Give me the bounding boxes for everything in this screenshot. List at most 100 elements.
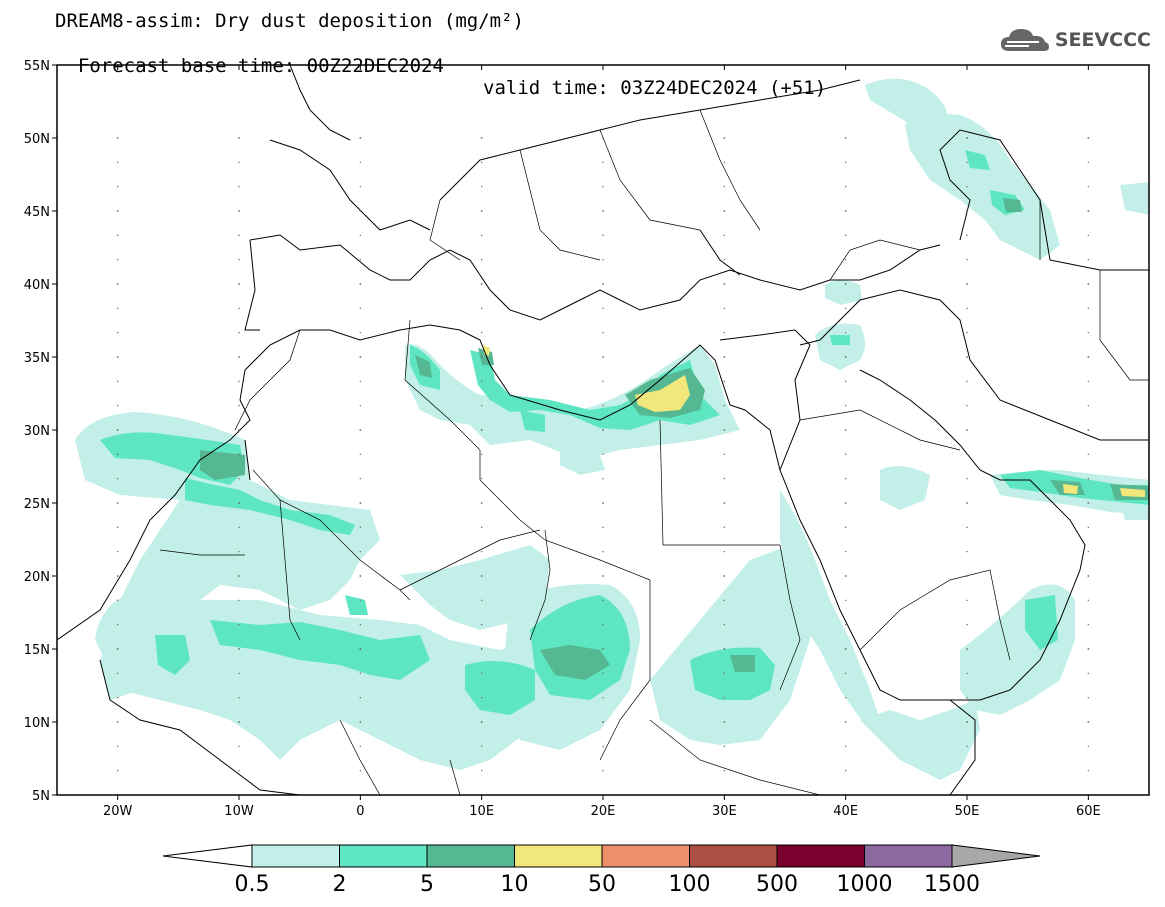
grid-dot [480,721,483,723]
grid-dot [723,404,726,407]
grid-dot [1087,429,1090,431]
grid-dot [359,575,362,577]
grid-dot [238,623,240,626]
grid-dot [1087,477,1090,480]
grid-dot [844,477,847,480]
grid-dot [359,696,362,699]
grid-dot [602,696,604,699]
grid-dot [966,137,968,139]
grid-dot [1087,672,1090,675]
grid-dot [966,185,968,188]
lon-tick-label: 30E [712,804,737,819]
grid-dot [238,696,240,699]
colorbar-segment [426,844,515,868]
grid-dot [844,307,847,310]
grid-dot [723,137,726,139]
grid-dot [602,721,604,723]
lat-tick-label: 45N [24,205,50,220]
seevccc-logo: SEEVCCC [999,26,1151,54]
grid-dot [844,380,847,383]
grid-dot [1087,696,1090,699]
grid-dot [844,502,847,504]
grid-dot [602,672,604,675]
grid-dot [480,526,483,529]
valid-time: valid time: 03Z24DEC2024 (+51) [483,77,827,99]
grid-dot [359,137,362,139]
grid-dot [480,550,483,553]
grid-dot [966,477,968,480]
grid-dot [602,234,604,237]
cloud-icon [1000,29,1049,51]
grid-dot [238,234,240,237]
grid-dot [602,599,604,602]
grid-dot [966,672,968,675]
colorbar-segment [601,844,690,868]
colorbar-max-arrow [951,844,1041,868]
grid-dot [116,672,119,675]
lon-tick-label: 40E [833,804,858,819]
contour-gulf-yellow [1063,484,1078,494]
grid-dot [844,210,847,212]
grid-dot [966,721,968,723]
grid-dot [844,672,847,675]
grid-dot [602,429,604,431]
grid-dot [723,234,726,237]
grid-dot [966,283,968,285]
grid-dot [844,283,847,285]
grid-dot [359,185,362,188]
grid-dot [116,185,119,188]
grid-dot [602,526,604,529]
grid-dot [966,380,968,383]
lon-tick-label: 10E [469,804,494,819]
dust-contours [75,78,1149,780]
grid-dot [359,599,362,602]
grid-dot [480,356,483,358]
grid-dot [1087,331,1090,334]
colorbar-min-arrow [162,844,253,868]
grid-dot [723,745,726,748]
grid-dot [1087,137,1090,139]
contour-mediterranean-coast [405,344,740,460]
grid-dot [1087,161,1090,164]
grid-dots [116,137,1090,772]
grid-dot [1087,258,1090,261]
grid-dot [116,696,119,699]
contour-egypt-yellow [635,375,690,412]
grid-dot [966,234,968,237]
grid-dot [723,550,726,553]
grid-dot [602,307,604,310]
grid-dot [359,161,362,164]
grid-dot [480,307,483,310]
grid-dot [238,477,240,480]
lat-tick-label: 35N [24,351,50,366]
grid-dot [723,356,726,358]
grid-dot [1087,623,1090,626]
forecast-times: Forecast base time: 00Z22DEC2024 valid t… [55,33,826,99]
grid-dot [116,404,119,407]
colorbar: 0.5 2 5 10 50 100 500 1000 1500 [162,844,1041,897]
grid-dot [723,429,726,431]
grid-dot [116,575,119,577]
grid-dot [1087,526,1090,529]
grid-dot [602,477,604,480]
colorbar-segment [689,844,778,868]
grid-dot [116,721,119,723]
grid-dot [1087,769,1090,772]
grid-dot [966,769,968,772]
grid-dot [602,185,604,188]
grid-dot [1087,745,1090,748]
grid-dot [1087,721,1090,723]
grid-dot [238,307,240,310]
colorbar-segment [339,844,428,868]
grid-dot [1087,648,1090,650]
colorbar-label: 1500 [924,872,980,897]
grid-dot [602,502,604,504]
grid-dot [359,623,362,626]
grid-dot [116,648,119,650]
grid-dot [844,185,847,188]
contour-ethiopia [1025,595,1058,650]
colorbar-label: 2 [333,872,347,897]
contour-caspian [905,113,1060,260]
grid-dot [966,258,968,261]
contour-kazakh [865,78,948,130]
